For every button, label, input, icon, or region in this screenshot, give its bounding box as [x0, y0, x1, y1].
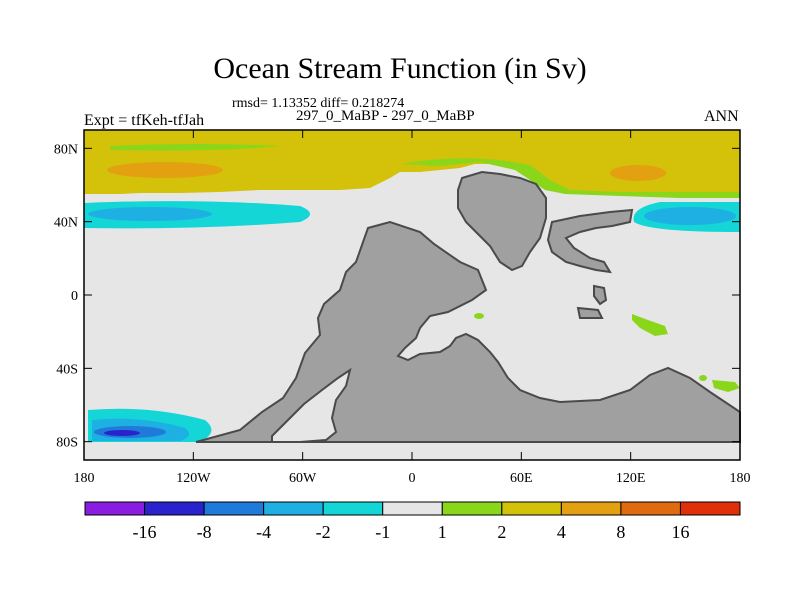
colorbar-label: -4 — [256, 522, 271, 542]
colorbar-swatch — [382, 501, 443, 516]
colorbar-swatch — [441, 501, 503, 516]
colorbar-label: -1 — [375, 522, 390, 542]
land-island-1 — [593, 284, 608, 306]
contour-patch-1 — [632, 314, 668, 336]
experiment-label: Expt = tfKeh-tfJah — [84, 112, 205, 129]
contour-north-orange-west — [107, 162, 223, 178]
plot-subtitle: 297_0_MaBP - 297_0_MaBP — [296, 108, 475, 124]
x-axis: 180 120W 60W 0 60E 120E 180 — [74, 130, 751, 486]
colorbar-swatch — [322, 501, 384, 516]
y-tick-label: 80S — [56, 436, 78, 451]
land-east-strip — [546, 208, 634, 274]
x-tick-label: 0 — [409, 471, 416, 486]
x-tick-label: 60W — [289, 471, 317, 486]
x-tick-label: 60E — [510, 471, 533, 486]
colorbar-swatch — [203, 501, 265, 516]
colorbar-swatch — [501, 501, 562, 516]
contour-north-green — [110, 144, 280, 151]
colorbar-label: -8 — [197, 522, 212, 542]
y-tick-label: 40N — [54, 216, 78, 231]
colorbar-label: 1 — [438, 522, 447, 542]
colorbar-swatch — [144, 501, 205, 516]
stats-text: rmsd= 1.13352 diff= 0.218274 — [232, 96, 405, 111]
land-south-inlet — [271, 367, 352, 443]
x-tick-label: 180 — [730, 471, 751, 486]
contour-north-green-east — [400, 158, 740, 198]
contour-patch-3 — [474, 313, 484, 319]
colorbar-label: 4 — [557, 522, 566, 542]
colorbar-swatch — [620, 501, 681, 516]
colorbar-swatch — [679, 501, 741, 516]
y-tick-label: 80N — [54, 142, 78, 157]
contour-south-darkblue — [104, 430, 140, 436]
x-tick-label: 120W — [176, 471, 211, 486]
x-tick-label: 180 — [74, 471, 95, 486]
land-island-2 — [576, 306, 604, 319]
land-north-island — [457, 170, 547, 272]
y-tick-label: 40S — [56, 362, 78, 377]
colorbar-label: 8 — [616, 522, 625, 542]
contour-patch-4 — [699, 375, 707, 381]
colorbar-label: 16 — [671, 522, 689, 542]
colorbar-label: -16 — [133, 522, 157, 542]
colorbar-label: -2 — [316, 522, 331, 542]
colorbar-swatch — [560, 501, 622, 516]
contour-midlat-west-inner — [88, 207, 212, 221]
contour-patch-2 — [712, 380, 740, 392]
land-masses — [195, 170, 741, 443]
contour-north-orange-east — [610, 165, 666, 181]
contour-midlat-east-inner — [644, 207, 736, 225]
y-axis: 80N 40N 0 40S 80S — [54, 142, 740, 451]
x-tick-label: 120E — [616, 471, 646, 486]
y-tick-label: 0 — [71, 289, 78, 304]
colorbar-swatch — [84, 501, 146, 516]
season-label: ANN — [704, 108, 739, 125]
plot-title: Ocean Stream Function (in Sv) — [213, 52, 587, 85]
colorbar-swatch — [263, 501, 324, 516]
colorbar: -16 -8 -4 -2 -1 1 2 4 8 16 — [84, 501, 741, 542]
colorbar-label: 2 — [497, 522, 506, 542]
